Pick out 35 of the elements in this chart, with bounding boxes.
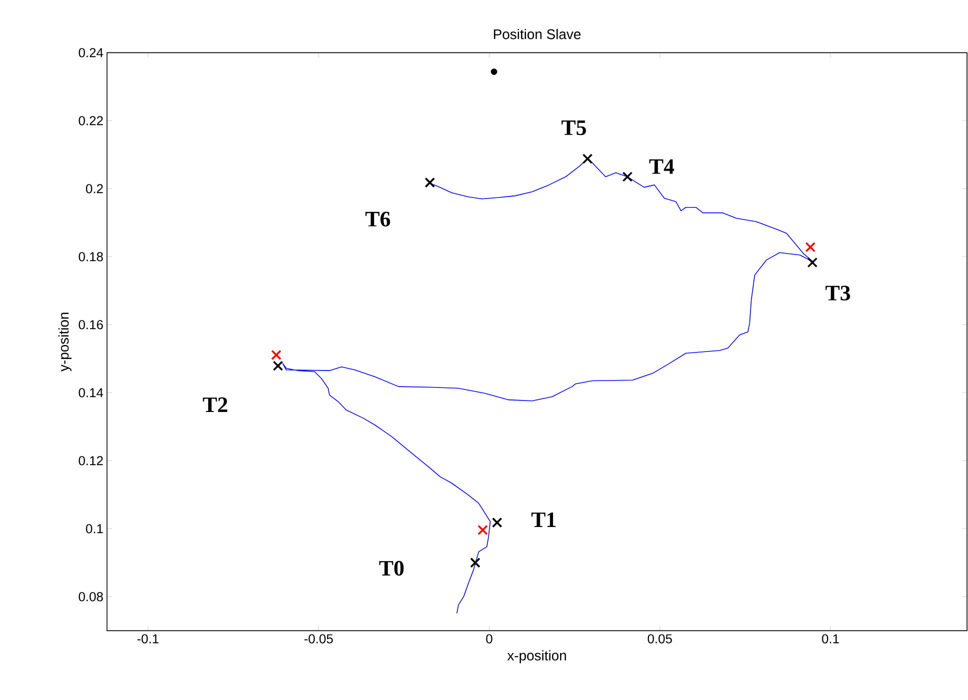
point	[490, 68, 498, 75]
point	[424, 177, 435, 188]
annotation: T5	[562, 120, 586, 136]
y-tick-label: 0.12	[78, 456, 103, 466]
annotation: T3	[826, 286, 850, 300]
y-tick-label: 0.24	[78, 48, 104, 58]
annotation: T1	[531, 512, 556, 527]
point	[492, 517, 502, 528]
point	[805, 242, 816, 252]
annotation: T0	[379, 560, 404, 576]
x-tick-label: 0	[486, 634, 492, 644]
annotation: T2	[202, 397, 228, 412]
chart-title: Position Slave	[494, 28, 581, 40]
y-tick-label: 0.14	[78, 388, 104, 398]
x-tick-label: 0.05	[648, 634, 672, 644]
y-tick-label: 0.08	[78, 592, 103, 602]
y-axis-title: y-position	[58, 312, 72, 372]
y-tick-label: 0.2	[86, 184, 103, 194]
point	[582, 154, 593, 164]
annotation: T6	[365, 212, 390, 227]
point	[478, 524, 488, 536]
point	[807, 257, 818, 268]
point	[470, 558, 480, 568]
y-tick-label: 0.22	[78, 116, 103, 126]
y-tick-label: 0.18	[78, 252, 103, 262]
x-axis-title: x-position	[507, 650, 566, 664]
x-tick-label: 0.1	[822, 634, 839, 644]
point	[622, 172, 633, 182]
x-tick-label: -0.05	[304, 634, 333, 644]
y-tick-label: 0.16	[78, 320, 103, 330]
point	[272, 360, 284, 371]
annotation: T4	[649, 159, 674, 174]
point	[271, 350, 282, 360]
y-tick-label: 0.1	[86, 524, 103, 534]
x-tick-label: -0.1	[137, 634, 158, 644]
